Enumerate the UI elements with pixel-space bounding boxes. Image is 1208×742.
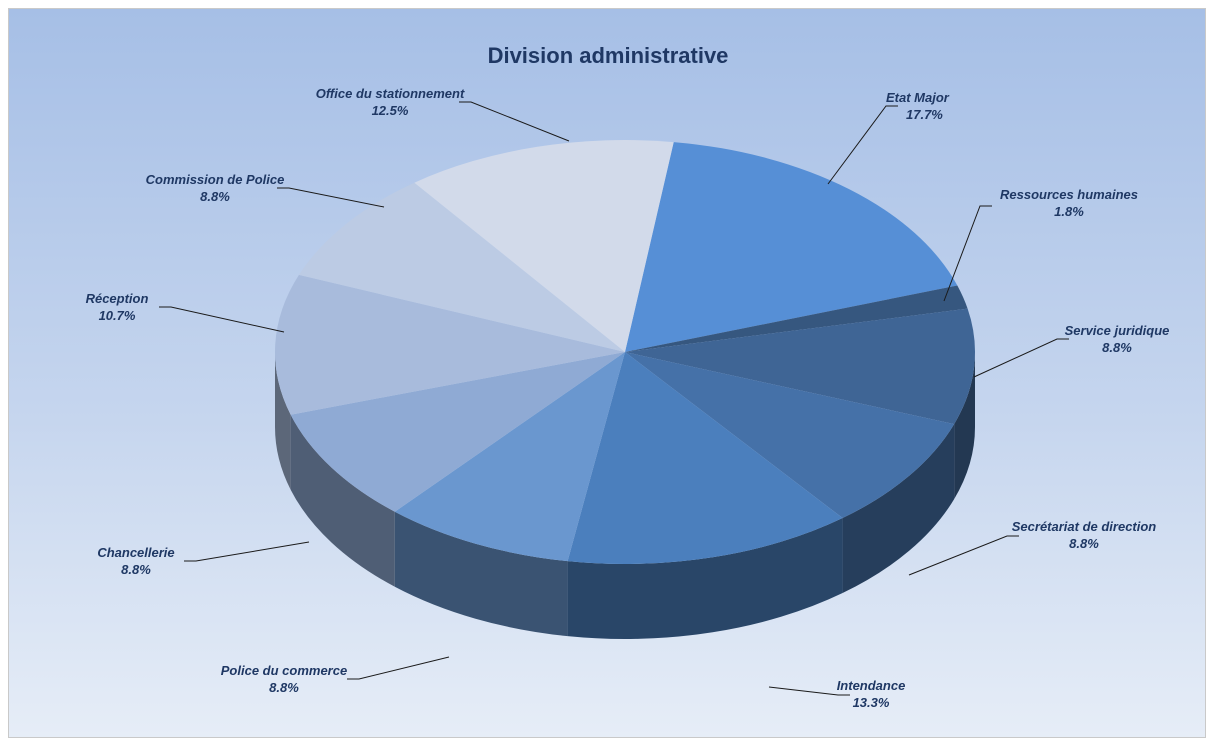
- pie-side-police-du-commerce: [394, 511, 568, 637]
- slice-label-ressources-humaines: Ressources humaines: [1000, 187, 1138, 202]
- leader-line-office-du-stationnement: [459, 101, 570, 142]
- leader-line-police-du-commerce: [347, 656, 450, 680]
- pie-slice-etat-major: [625, 142, 958, 352]
- slice-value-commission-de-police: 8.8%: [200, 189, 230, 204]
- pie-side-service-juridique: [954, 352, 975, 500]
- pie-side-secretariat-de-direction: [842, 424, 955, 594]
- slice-value-intendance: 13.3%: [853, 695, 890, 710]
- slice-label-reception: Réception: [86, 291, 149, 306]
- pie-slice-service-juridique: [625, 308, 975, 425]
- pie-slice-office-du-stationnement: [414, 139, 674, 352]
- pie-side-chancellerie: [290, 414, 395, 587]
- pie-slice-police-du-commerce: [394, 352, 625, 562]
- pie-slice-reception: [275, 274, 625, 415]
- leader-line-secretariat-de-direction: [908, 535, 1019, 576]
- pie-slices: [275, 139, 975, 564]
- slice-label-office-du-stationnement: Office du stationnement: [316, 86, 465, 101]
- slice-value-police-du-commerce: 8.8%: [269, 680, 299, 695]
- leader-line-service-juridique: [973, 338, 1069, 378]
- pie-slice-ressources-humaines: [625, 285, 968, 352]
- slice-value-office-du-stationnement: 12.5%: [372, 103, 409, 118]
- slice-label-service-juridique: Service juridique: [1065, 323, 1170, 338]
- pie-chart: Division administrative Etat Major 17.7% R…: [86, 43, 1170, 710]
- pie-slice-secretariat-de-direction: [625, 352, 955, 519]
- pie-slice-commission-de-police: [298, 182, 625, 352]
- slice-label-chancellerie: Chancellerie: [97, 545, 174, 560]
- leader-lines: [159, 101, 1069, 696]
- slice-labels: Etat Major 17.7% Ressources humaines 1.8% Se…: [86, 86, 1170, 710]
- pie-slice-intendance: [567, 352, 843, 564]
- slice-label-etat-major: Etat Major: [886, 90, 950, 105]
- leader-line-commission-de-police: [277, 187, 385, 208]
- leader-line-etat-major: [827, 105, 898, 185]
- pie-slice-chancellerie: [290, 352, 625, 512]
- slice-value-service-juridique: 8.8%: [1102, 340, 1132, 355]
- slice-label-intendance: Intendance: [837, 678, 906, 693]
- leader-line-reception: [159, 306, 285, 333]
- leader-line-intendance: [768, 686, 850, 696]
- chart-area: Division administrative Etat Major 17.7% R…: [8, 8, 1206, 738]
- slice-value-chancellerie: 8.8%: [121, 562, 151, 577]
- slice-value-secretariat-de-direction: 8.8%: [1069, 536, 1099, 551]
- leader-line-ressources-humaines: [943, 205, 992, 302]
- pie-side-intendance: [567, 518, 843, 639]
- slice-value-ressources-humaines: 1.8%: [1054, 204, 1084, 219]
- slice-value-etat-major: 17.7%: [906, 107, 943, 122]
- slice-value-reception: 10.7%: [99, 308, 136, 323]
- chart-title: Division administrative: [488, 43, 729, 68]
- leader-line-chancellerie: [184, 541, 310, 562]
- pie-side-reception: [275, 352, 291, 490]
- pie-sides: [275, 352, 975, 639]
- slice-label-secretariat-de-direction: Secrétariat de direction: [1012, 519, 1157, 534]
- slice-label-commission-de-police: Commission de Police: [146, 172, 285, 187]
- slice-label-police-du-commerce: Police du commerce: [221, 663, 347, 678]
